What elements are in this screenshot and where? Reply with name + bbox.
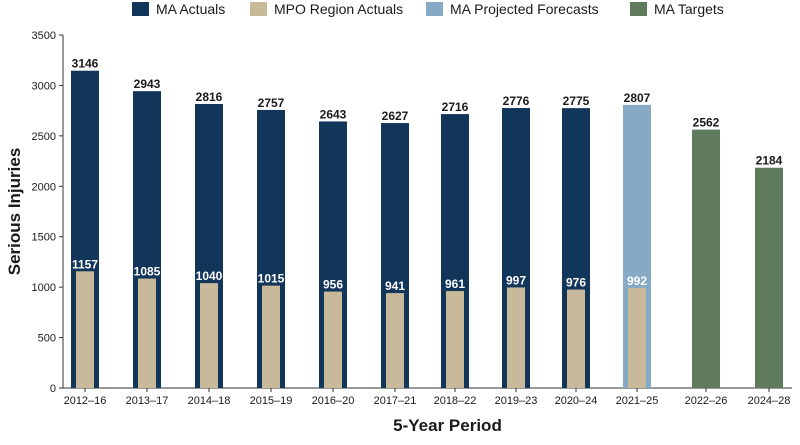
data-label: 1157 <box>72 257 98 271</box>
x-tick-label: 2016–20 <box>312 395 355 407</box>
bar-mpo-region-actuals <box>386 293 404 388</box>
data-label: 941 <box>385 279 405 293</box>
bar-mpo-region-actuals <box>324 291 342 388</box>
legend: MA Actuals MPO Region Actuals MA Projected… <box>132 1 724 17</box>
data-label: 961 <box>445 277 465 291</box>
data-label: 2627 <box>382 109 409 123</box>
legend-swatch <box>132 2 149 16</box>
x-tick-label: 2015–19 <box>250 395 293 407</box>
x-tick-label: 2021–25 <box>616 395 659 407</box>
y-tick-label: 500 <box>38 333 56 345</box>
data-label: 2716 <box>442 100 469 114</box>
bar-mpo-region-actuals <box>446 291 464 388</box>
x-tick-label: 2019–23 <box>495 395 538 407</box>
bar-mpo-region-actuals <box>138 278 156 388</box>
y-tick-label: 3000 <box>32 80 56 92</box>
axes: 0 500 1000 1500 2000 2500 3000 3500 2012–16 2013–… <box>32 30 792 407</box>
legend-label: MA Actuals <box>156 1 225 17</box>
bar-ma-targets <box>692 129 720 388</box>
legend-label: MPO Region Actuals <box>274 1 403 17</box>
data-label: 956 <box>323 278 343 292</box>
y-tick-label: 1000 <box>32 282 56 294</box>
data-label: 2562 <box>693 116 720 130</box>
x-tick-label: 2020–24 <box>555 395 598 407</box>
bar-mpo-region-actuals <box>628 287 646 388</box>
y-tick-label: 0 <box>50 383 56 395</box>
y-tick-label: 2500 <box>32 131 56 143</box>
x-tick-label: 2017–21 <box>374 395 417 407</box>
bar-mpo-region-actuals <box>262 285 280 388</box>
bar-mpo-region-actuals <box>507 287 525 388</box>
data-label: 2776 <box>503 94 530 108</box>
bars <box>71 70 783 389</box>
data-label: 992 <box>627 274 647 288</box>
legend-swatch <box>426 2 443 16</box>
data-label: 997 <box>506 273 526 287</box>
legend-label: MA Projected Forecasts <box>450 1 599 17</box>
data-label: 1015 <box>258 272 285 286</box>
x-tick-label: 2022–26 <box>685 395 728 407</box>
y-axis-title: Serious Injuries <box>5 148 24 276</box>
data-label: 2643 <box>320 107 347 121</box>
data-label: 2816 <box>196 90 223 104</box>
data-label: 2757 <box>258 96 285 110</box>
data-label: 2775 <box>563 94 590 108</box>
data-label: 2943 <box>134 77 161 91</box>
y-tick-label: 2000 <box>32 181 56 193</box>
bar-ma-targets <box>755 167 783 388</box>
data-label: 3146 <box>72 57 99 71</box>
legend-swatch <box>250 2 267 16</box>
x-tick-label: 2013–17 <box>126 395 169 407</box>
x-tick-label: 2024–28 <box>748 395 791 407</box>
x-tick-label: 2018–22 <box>434 395 477 407</box>
data-label: 976 <box>566 276 586 290</box>
bar-mpo-region-actuals <box>76 271 94 388</box>
legend-swatch <box>630 2 647 16</box>
data-label: 1085 <box>134 265 161 279</box>
bar-mpo-region-actuals <box>200 283 218 388</box>
legend-label: MA Targets <box>654 1 724 17</box>
y-tick-label: 3500 <box>32 30 56 42</box>
data-labels: 3146 1157 2943 1085 2816 1040 2757 1015 2643 956 2… <box>72 57 783 293</box>
data-label: 1040 <box>196 269 223 283</box>
x-tick-label: 2014–18 <box>188 395 231 407</box>
x-tick-label: 2012–16 <box>64 395 107 407</box>
x-axis-title: 5-Year Period <box>393 416 502 435</box>
data-label: 2807 <box>624 91 651 105</box>
y-tick-label: 1500 <box>32 232 56 244</box>
bar-mpo-region-actuals <box>567 289 585 388</box>
data-label: 2184 <box>756 154 783 168</box>
